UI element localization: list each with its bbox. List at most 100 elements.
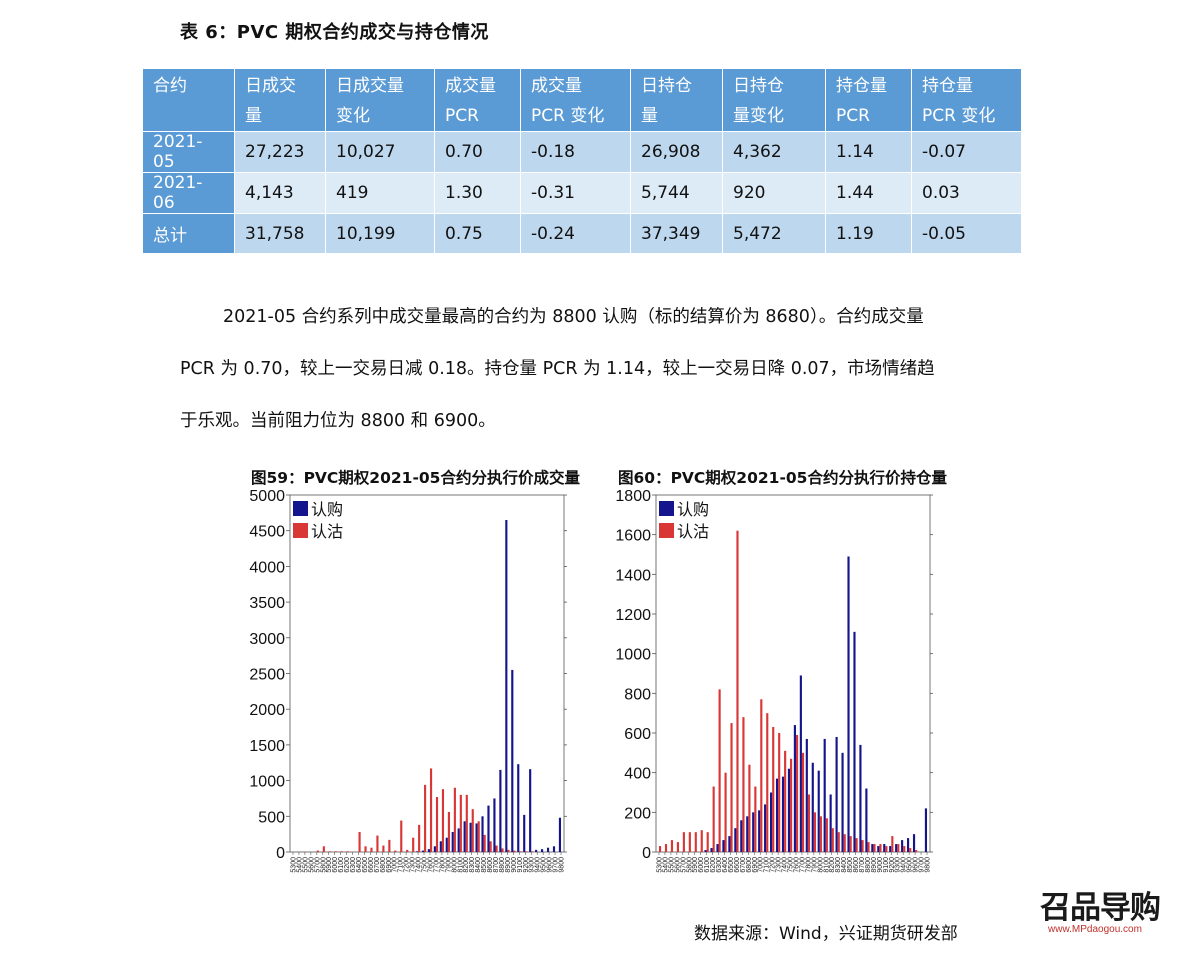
table-cell: 5,744 <box>630 172 723 214</box>
call-bar <box>433 846 436 852</box>
watermark-logo: 召品导购 www.MPdaogou.com <box>1040 892 1175 940</box>
x-tick-label: 8200 <box>463 857 470 873</box>
row-contract-label: 2021-06 <box>142 172 235 214</box>
x-tick-label: 8100 <box>457 857 464 873</box>
column-header: 日持仓 量变化 <box>722 68 826 132</box>
legend-call-swatch <box>293 501 308 516</box>
x-tick-label: 7900 <box>811 857 818 873</box>
y-tick-label: 0 <box>642 845 651 862</box>
put-bar <box>424 784 427 852</box>
x-tick-label: 8700 <box>859 857 866 873</box>
call-bar <box>445 837 448 852</box>
x-tick-label: 6700 <box>740 857 747 873</box>
call-bar <box>505 519 508 852</box>
x-tick-label: 6200 <box>344 857 351 873</box>
x-tick-label: 7700 <box>433 857 440 873</box>
analysis-paragraph: 2021-05 合约系列中成交量最高的合约为 8800 认购（标的结算价为 86… <box>180 291 1015 447</box>
y-tick-label: 5000 <box>249 488 285 505</box>
column-header-line: 持仓量 <box>836 76 887 96</box>
y-tick-label: 1600 <box>615 528 651 545</box>
put-bar <box>676 842 679 852</box>
put-bar <box>658 846 662 852</box>
y-tick-label: 1500 <box>249 738 285 755</box>
put-bar <box>501 848 504 852</box>
x-tick-label: 6100 <box>338 857 345 873</box>
chart-volume: 0 500 1000 1500 2000 2500 3000 3500 4000 4500 5000… <box>249 488 567 873</box>
put-bar <box>694 832 697 852</box>
put-bar <box>670 840 674 852</box>
table-cell: -0.24 <box>520 213 631 254</box>
call-bar <box>710 848 713 852</box>
x-tick-label: 9100 <box>517 857 524 873</box>
chart-oi-title: 图60：PVC期权2021-05合约分执行价持仓量 <box>618 469 947 487</box>
y-tick-label: 1000 <box>249 774 285 791</box>
put-bar <box>879 844 882 852</box>
put-bar <box>754 786 757 852</box>
call-bar <box>523 814 526 852</box>
x-tick-label: 6500 <box>728 857 735 873</box>
column-header-line: PCR 变化 <box>922 106 996 126</box>
put-bar <box>435 797 439 852</box>
legend-put-label: 认沽 <box>677 523 709 541</box>
call-bar <box>912 834 916 852</box>
x-tick-label: 9400 <box>901 857 908 873</box>
y-tick-label: 1400 <box>615 567 651 584</box>
call-bar <box>883 844 886 852</box>
table-cell: -0.18 <box>520 131 631 173</box>
table-row: 2021-06 4,143 419 1.30 -0.31 5,744 920 1.44 0.03 <box>142 172 1022 214</box>
call-bar <box>805 738 808 852</box>
y-tick-label: 0 <box>276 845 285 862</box>
table-cell: 1.19 <box>825 213 912 254</box>
put-bar <box>837 832 840 852</box>
data-source: 数据来源：Wind，兴证期货研发部 <box>694 924 958 944</box>
column-header: 成交量 PCR <box>434 68 521 132</box>
call-bar <box>841 752 844 852</box>
put-bar <box>388 839 391 852</box>
call-bar <box>517 764 520 852</box>
x-tick-label: 8400 <box>475 857 482 873</box>
call-bar <box>535 849 538 852</box>
put-bar <box>346 851 349 852</box>
x-tick-label: 6100 <box>704 857 711 873</box>
put-bar <box>760 699 763 852</box>
column-header: 成交量 PCR 变化 <box>520 68 631 132</box>
put-bar <box>334 851 337 852</box>
y-tick-label: 3000 <box>249 631 285 648</box>
call-bar <box>823 738 826 852</box>
table-row: 2021-05 27,223 10,027 0.70 -0.18 26,908 4,362 1… <box>142 131 1022 173</box>
put-bar <box>813 812 816 852</box>
column-header-line: 变化 <box>336 106 370 126</box>
x-tick-label: 5700 <box>314 857 321 873</box>
put-bar <box>471 809 474 852</box>
x-tick-label: 8500 <box>481 857 488 873</box>
x-tick-label: 7600 <box>793 857 800 873</box>
table-cell: 920 <box>722 172 826 214</box>
column-header-line: 日成交 <box>245 76 296 96</box>
put-bar <box>328 851 331 852</box>
column-header-line: 日持仓 <box>641 76 692 96</box>
x-tick-label: 5400 <box>662 857 669 873</box>
call-bar <box>924 808 928 852</box>
x-tick-label: 8600 <box>853 857 860 873</box>
put-bar <box>891 836 894 852</box>
y-tick-label: 1200 <box>615 607 651 624</box>
call-bar <box>493 798 496 852</box>
table-cell: 31,758 <box>234 213 326 254</box>
x-tick-label: 8600 <box>487 857 494 873</box>
call-bar <box>457 828 460 852</box>
x-tick-label: 7400 <box>782 857 789 873</box>
call-bar <box>770 792 773 852</box>
put-bar <box>465 794 468 852</box>
x-tick-label: 7900 <box>445 857 452 873</box>
put-bar <box>736 530 739 852</box>
table-cell: 0.03 <box>911 172 1022 214</box>
call-bar <box>764 804 767 852</box>
x-tick-label: 8200 <box>829 857 836 873</box>
put-bar <box>316 850 319 852</box>
x-tick-label: 8700 <box>493 857 500 873</box>
column-header: 合约 <box>142 68 235 132</box>
call-bar <box>481 816 484 852</box>
y-tick-label: 1000 <box>615 647 651 664</box>
put-bar <box>897 844 900 852</box>
call-bar <box>475 823 478 852</box>
